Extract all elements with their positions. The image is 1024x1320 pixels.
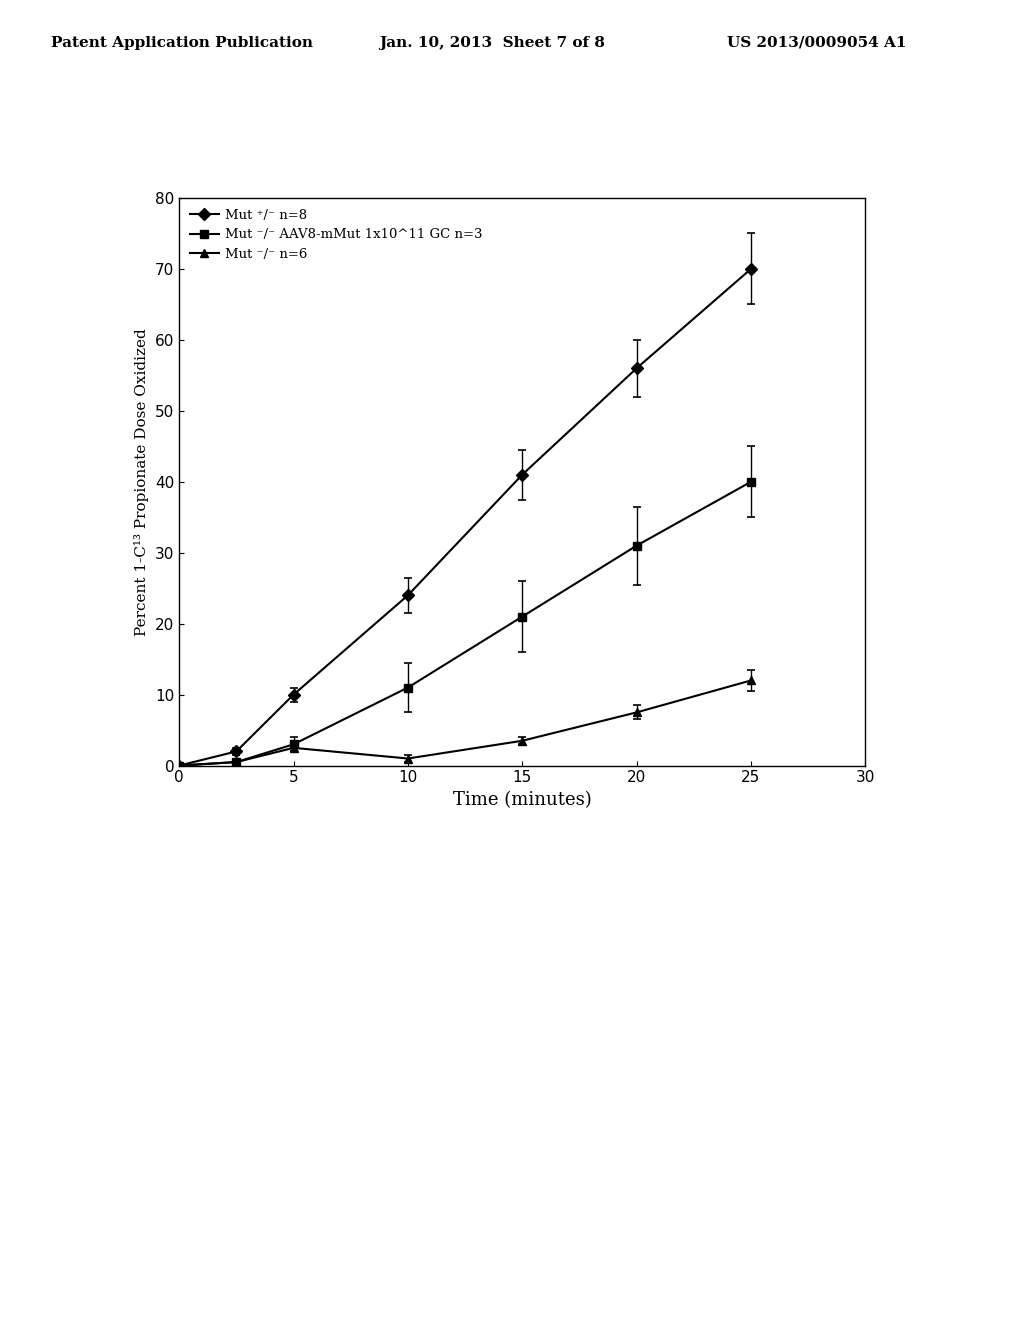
Text: Patent Application Publication: Patent Application Publication [51,36,313,50]
Y-axis label: Percent 1-C¹³ Propionate Dose Oxidized: Percent 1-C¹³ Propionate Dose Oxidized [134,327,150,636]
Text: Jan. 10, 2013  Sheet 7 of 8: Jan. 10, 2013 Sheet 7 of 8 [379,36,605,50]
Legend: Mut ⁺/⁻ n=8, Mut ⁻/⁻ AAV8-mMut 1x10^11 GC n=3, Mut ⁻/⁻ n=6: Mut ⁺/⁻ n=8, Mut ⁻/⁻ AAV8-mMut 1x10^11 G… [185,205,486,265]
X-axis label: Time (minutes): Time (minutes) [453,791,592,809]
Text: US 2013/0009054 A1: US 2013/0009054 A1 [727,36,906,50]
Text: FIG. 4: FIG. 4 [465,321,559,352]
